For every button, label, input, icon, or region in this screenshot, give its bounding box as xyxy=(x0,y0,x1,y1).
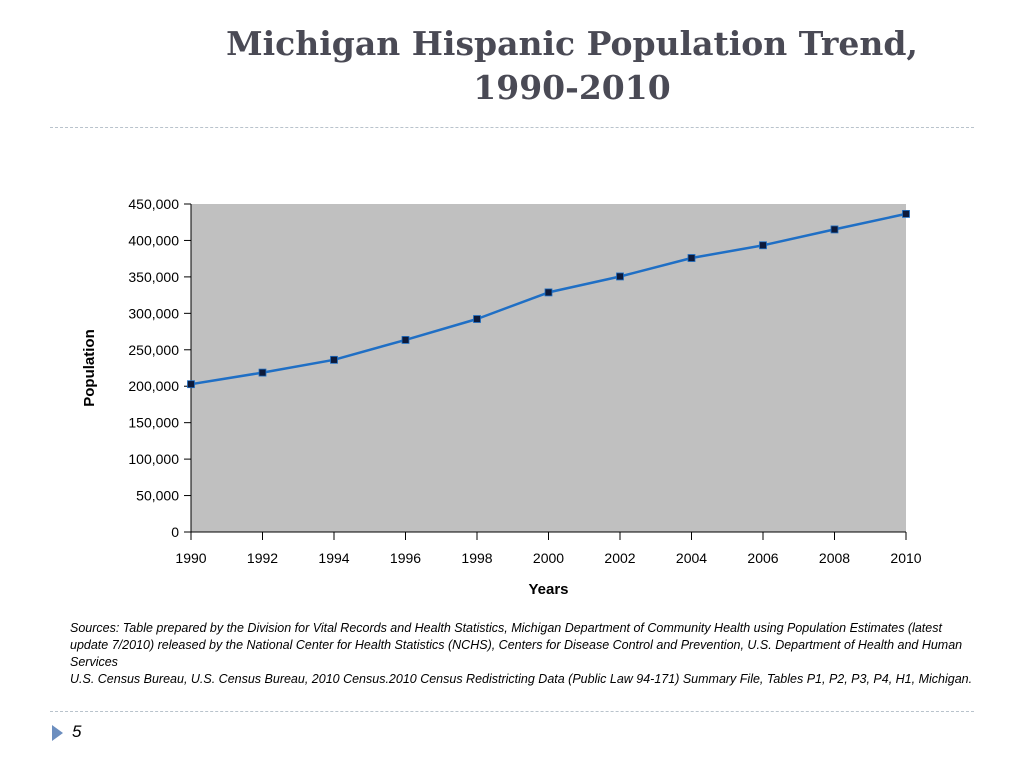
sources-line-1: Sources: Table prepared by the Division … xyxy=(70,621,963,669)
slide-number: 5 xyxy=(72,722,82,741)
slide-title-line-2: 1990-2010 xyxy=(473,68,671,107)
x-tick-label: 1996 xyxy=(390,550,421,566)
y-tick-label: 450,000 xyxy=(128,196,179,212)
x-tick-label: 2002 xyxy=(604,550,635,566)
data-point xyxy=(258,368,267,377)
data-point xyxy=(616,272,624,281)
x-tick-label: 2000 xyxy=(533,550,564,566)
sources-line-2: U.S. Census Bureau, U.S. Census Bureau, … xyxy=(70,672,973,686)
data-point xyxy=(830,225,839,234)
population-line-chart: 0 50,000 100,000 150,000 200,000 250,000 300,0… xyxy=(81,196,922,598)
y-tick-label: 100,000 xyxy=(128,451,179,467)
x-tick-label: 2008 xyxy=(819,550,850,566)
data-point xyxy=(473,315,481,323)
y-axis-title: Population xyxy=(81,329,98,407)
data-point xyxy=(687,254,696,262)
x-tick-label: 2004 xyxy=(676,550,707,566)
x-tick-label: 1998 xyxy=(461,550,492,566)
y-tick-label: 50,000 xyxy=(136,488,179,504)
data-point xyxy=(187,380,195,389)
slide-title-line-1: Michigan Hispanic Population Trend, xyxy=(226,24,918,63)
data-point xyxy=(401,336,410,344)
x-axis-title: Years xyxy=(528,581,568,598)
data-point xyxy=(902,210,910,218)
footer-arrow-icon xyxy=(52,725,63,741)
bottom-divider xyxy=(50,711,974,712)
x-tick-label: 2010 xyxy=(890,550,921,566)
sources-note: Sources: Table prepared by the Division … xyxy=(70,620,982,688)
data-point xyxy=(759,241,767,250)
data-point xyxy=(330,355,338,364)
y-tick-label: 250,000 xyxy=(128,342,179,358)
x-tick-label: 1994 xyxy=(318,550,349,566)
y-tick-label: 350,000 xyxy=(128,269,179,285)
y-tick-label: 300,000 xyxy=(128,305,179,321)
x-tick-label: 1990 xyxy=(175,550,206,566)
y-tick-label: 150,000 xyxy=(128,415,179,431)
top-divider xyxy=(50,127,974,128)
x-tick-label: 1992 xyxy=(247,550,278,566)
y-tick-label: 200,000 xyxy=(128,378,179,394)
y-tick-label: 0 xyxy=(171,524,179,540)
x-tick-label: 2006 xyxy=(747,550,778,566)
y-tick-label: 400,000 xyxy=(128,232,179,248)
slide-title: Michigan Hispanic Population Trend, 1990… xyxy=(60,22,1024,110)
data-point xyxy=(544,288,553,297)
plot-area xyxy=(191,204,906,532)
